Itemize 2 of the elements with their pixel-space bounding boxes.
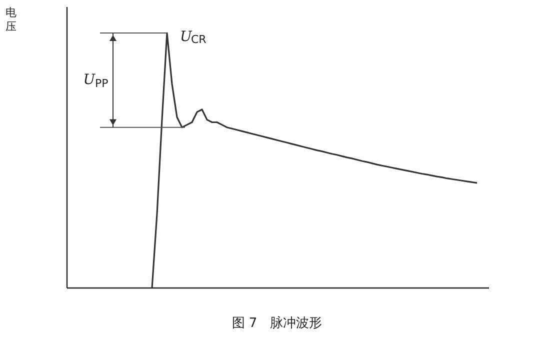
text: 图 7 脉冲波形 — [232, 316, 322, 331]
y-axis-title: 电压 — [6, 6, 16, 33]
